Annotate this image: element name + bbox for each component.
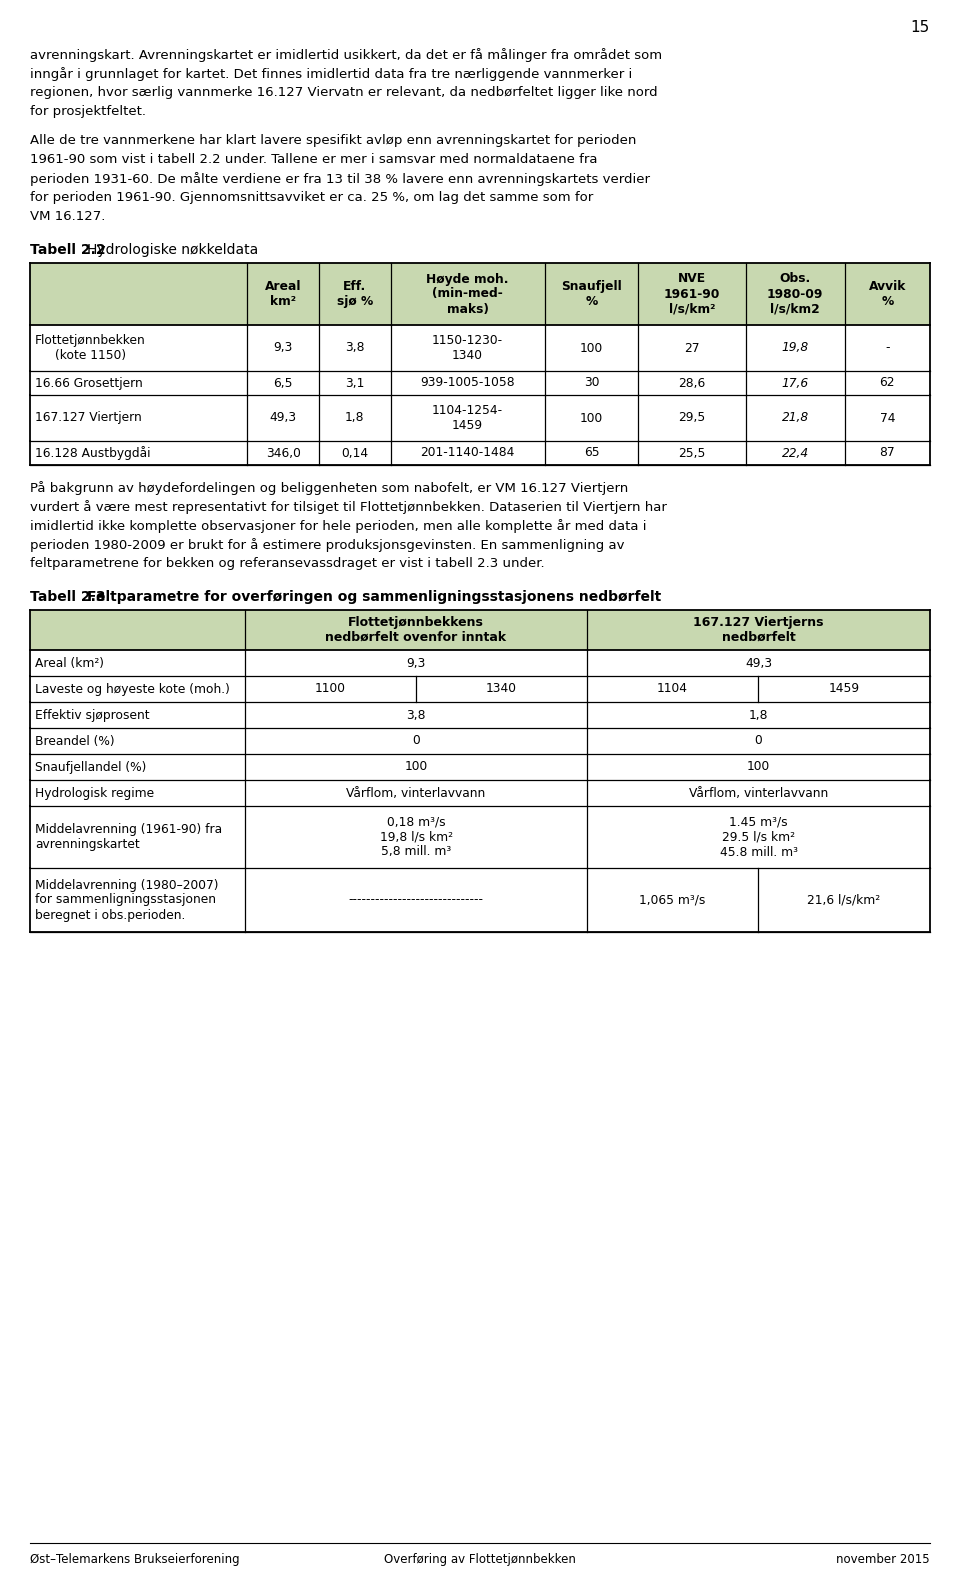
- Text: 6,5: 6,5: [274, 376, 293, 390]
- Text: 74: 74: [879, 412, 895, 425]
- Text: Øst–Telemarkens Brukseierforening: Øst–Telemarkens Brukseierforening: [30, 1553, 240, 1567]
- Text: 1961-90 som vist i tabell 2.2 under. Tallene er mer i samsvar med normaldataene : 1961-90 som vist i tabell 2.2 under. Tal…: [30, 153, 597, 167]
- Text: 1104: 1104: [657, 683, 688, 695]
- Text: Flottetjønnbekkens
nedbørfelt ovenfor inntak: Flottetjønnbekkens nedbørfelt ovenfor in…: [325, 617, 507, 643]
- Text: perioden 1931-60. De målte verdiene er fra 13 til 38 % lavere enn avrenningskart: perioden 1931-60. De målte verdiene er f…: [30, 171, 650, 186]
- Text: NVE
1961-90
l/s/km²: NVE 1961-90 l/s/km²: [663, 272, 720, 316]
- Text: 25,5: 25,5: [678, 447, 706, 459]
- Text: Vårflom, vinterlavvann: Vårflom, vinterlavvann: [347, 786, 486, 799]
- Text: regionen, hvor særlig vannmerke 16.127 Viervatn er relevant, da nedbørfeltet lig: regionen, hvor særlig vannmerke 16.127 V…: [30, 87, 658, 99]
- Text: 49,3: 49,3: [745, 656, 772, 670]
- Text: Vårflom, vinterlavvann: Vårflom, vinterlavvann: [689, 786, 828, 799]
- Text: 9,3: 9,3: [406, 656, 425, 670]
- Text: 346,0: 346,0: [266, 447, 300, 459]
- Text: Tabell 2.3: Tabell 2.3: [30, 590, 106, 604]
- Text: 49,3: 49,3: [270, 412, 297, 425]
- Text: 100: 100: [580, 412, 603, 425]
- Text: 0: 0: [755, 735, 762, 747]
- Text: Feltparametre for overføringen og sammenligningsstasjonens nedbørfelt: Feltparametre for overføringen og sammen…: [87, 590, 661, 604]
- Text: 1,8: 1,8: [345, 412, 365, 425]
- Bar: [30, 610, 930, 650]
- Text: Hydrologisk regime: Hydrologisk regime: [35, 786, 155, 799]
- Text: imidlertid ikke komplette observasjoner for hele perioden, men alle komplette år: imidlertid ikke komplette observasjoner …: [30, 519, 646, 533]
- Text: 3,8: 3,8: [345, 341, 365, 354]
- Text: Middelavrenning (1980–2007)
for sammenligningsstasjonen
beregnet i obs.perioden.: Middelavrenning (1980–2007) for sammenli…: [35, 878, 219, 922]
- Text: 1,8: 1,8: [749, 708, 768, 722]
- Text: 100: 100: [580, 341, 603, 354]
- Text: På bakgrunn av høydefordelingen og beliggenheten som nabofelt, er VM 16.127 Vier: På bakgrunn av høydefordelingen og belig…: [30, 481, 628, 495]
- Text: for prosjektfeltet.: for prosjektfeltet.: [30, 105, 146, 118]
- Text: 0: 0: [412, 735, 420, 747]
- Text: 167.127 Viertjern: 167.127 Viertjern: [35, 412, 142, 425]
- Text: Areal
km²: Areal km²: [265, 280, 301, 308]
- Text: ------------------------------: ------------------------------: [348, 893, 484, 906]
- Text: Alle de tre vannmerkene har klart lavere spesifikt avløp enn avrenningskartet fo: Alle de tre vannmerkene har klart lavere…: [30, 134, 636, 146]
- Text: 22,4: 22,4: [781, 447, 808, 459]
- Text: 21,8: 21,8: [781, 412, 808, 425]
- Text: 1104-1254-
1459: 1104-1254- 1459: [432, 404, 503, 433]
- Text: Areal (km²): Areal (km²): [35, 656, 104, 670]
- Text: 0,14: 0,14: [341, 447, 369, 459]
- Text: perioden 1980-2009 er brukt for å estimere produksjonsgevinsten. En sammenlignin: perioden 1980-2009 er brukt for å estime…: [30, 538, 625, 552]
- Text: for perioden 1961-90. Gjennomsnittsavviket er ca. 25 %, om lag det samme som for: for perioden 1961-90. Gjennomsnittsavvik…: [30, 190, 593, 204]
- Text: 1.45 m³/s
29.5 l/s km²
45.8 mill. m³: 1.45 m³/s 29.5 l/s km² 45.8 mill. m³: [719, 815, 798, 859]
- Text: 65: 65: [584, 447, 599, 459]
- Text: feltparametrene for bekken og referansevassdraget er vist i tabell 2.3 under.: feltparametrene for bekken og referansev…: [30, 557, 544, 569]
- Text: Snaufjell
%: Snaufjell %: [561, 280, 622, 308]
- Text: 167.127 Viertjerns
nedbørfelt: 167.127 Viertjerns nedbørfelt: [693, 617, 824, 643]
- Text: Flottetjønnbekken
(kote 1150): Flottetjønnbekken (kote 1150): [35, 333, 146, 362]
- Text: Tabell 2.2: Tabell 2.2: [30, 242, 106, 256]
- Text: november 2015: november 2015: [836, 1553, 930, 1567]
- Text: inngår i grunnlaget for kartet. Det finnes imidlertid data fra tre nærliggende v: inngår i grunnlaget for kartet. Det finn…: [30, 68, 633, 80]
- Text: Eff.
sjø %: Eff. sjø %: [337, 280, 372, 308]
- Text: 16.128 Austbygdåi: 16.128 Austbygdåi: [35, 447, 151, 459]
- Text: Middelavrenning (1961-90) fra
avrenningskartet: Middelavrenning (1961-90) fra avrennings…: [35, 823, 222, 851]
- Text: 1150-1230-
1340: 1150-1230- 1340: [432, 333, 503, 362]
- Text: Obs.
1980-09
l/s/km2: Obs. 1980-09 l/s/km2: [767, 272, 824, 316]
- Text: Effektiv sjøprosent: Effektiv sjøprosent: [35, 708, 150, 722]
- Text: 1459: 1459: [828, 683, 859, 695]
- Text: avrenningskart. Avrenningskartet er imidlertid usikkert, da det er få målinger f: avrenningskart. Avrenningskartet er imid…: [30, 49, 662, 61]
- Text: 16.66 Grosettjern: 16.66 Grosettjern: [35, 376, 143, 390]
- Text: Overføring av Flottetjønnbekken: Overføring av Flottetjønnbekken: [384, 1553, 576, 1567]
- Text: Hydrologiske nøkkeldata: Hydrologiske nøkkeldata: [87, 242, 258, 256]
- Text: Laveste og høyeste kote (moh.): Laveste og høyeste kote (moh.): [35, 683, 229, 695]
- Text: 87: 87: [879, 447, 895, 459]
- Text: 1340: 1340: [486, 683, 517, 695]
- Text: Høyde moh.
(min-med-
maks): Høyde moh. (min-med- maks): [426, 272, 509, 316]
- Text: 3,8: 3,8: [406, 708, 425, 722]
- Bar: [30, 263, 930, 326]
- Text: 3,1: 3,1: [345, 376, 365, 390]
- Text: 17,6: 17,6: [781, 376, 808, 390]
- Text: 28,6: 28,6: [679, 376, 706, 390]
- Text: 939-1005-1058: 939-1005-1058: [420, 376, 515, 390]
- Text: 29,5: 29,5: [679, 412, 706, 425]
- Text: Snaufjellandel (%): Snaufjellandel (%): [35, 760, 146, 774]
- Text: 1100: 1100: [315, 683, 346, 695]
- Text: 100: 100: [404, 760, 427, 774]
- Text: vurdert å være mest representativt for tilsiget til Flottetjønnbekken. Dataserie: vurdert å være mest representativt for t…: [30, 500, 667, 514]
- Text: 19,8: 19,8: [781, 341, 808, 354]
- Text: 30: 30: [584, 376, 599, 390]
- Text: 100: 100: [747, 760, 770, 774]
- Text: -: -: [885, 341, 890, 354]
- Text: 201-1140-1484: 201-1140-1484: [420, 447, 515, 459]
- Text: 27: 27: [684, 341, 700, 354]
- Text: Avvik
%: Avvik %: [869, 280, 906, 308]
- Text: Breandel (%): Breandel (%): [35, 735, 114, 747]
- Text: 62: 62: [879, 376, 895, 390]
- Text: 0,18 m³/s
19,8 l/s km²
5,8 mill. m³: 0,18 m³/s 19,8 l/s km² 5,8 mill. m³: [379, 815, 452, 859]
- Text: 21,6 l/s/km²: 21,6 l/s/km²: [807, 893, 880, 906]
- Text: 1,065 m³/s: 1,065 m³/s: [639, 893, 706, 906]
- Text: 9,3: 9,3: [274, 341, 293, 354]
- Text: VM 16.127.: VM 16.127.: [30, 211, 106, 223]
- Text: 15: 15: [911, 20, 930, 35]
